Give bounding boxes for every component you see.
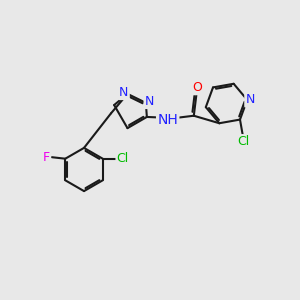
Text: NH: NH xyxy=(157,113,178,127)
Text: N: N xyxy=(119,86,129,99)
Text: N: N xyxy=(245,93,255,106)
Text: Cl: Cl xyxy=(117,152,129,165)
Text: Cl: Cl xyxy=(237,135,250,148)
Text: F: F xyxy=(43,151,50,164)
Text: N: N xyxy=(145,95,154,108)
Text: O: O xyxy=(192,81,202,94)
